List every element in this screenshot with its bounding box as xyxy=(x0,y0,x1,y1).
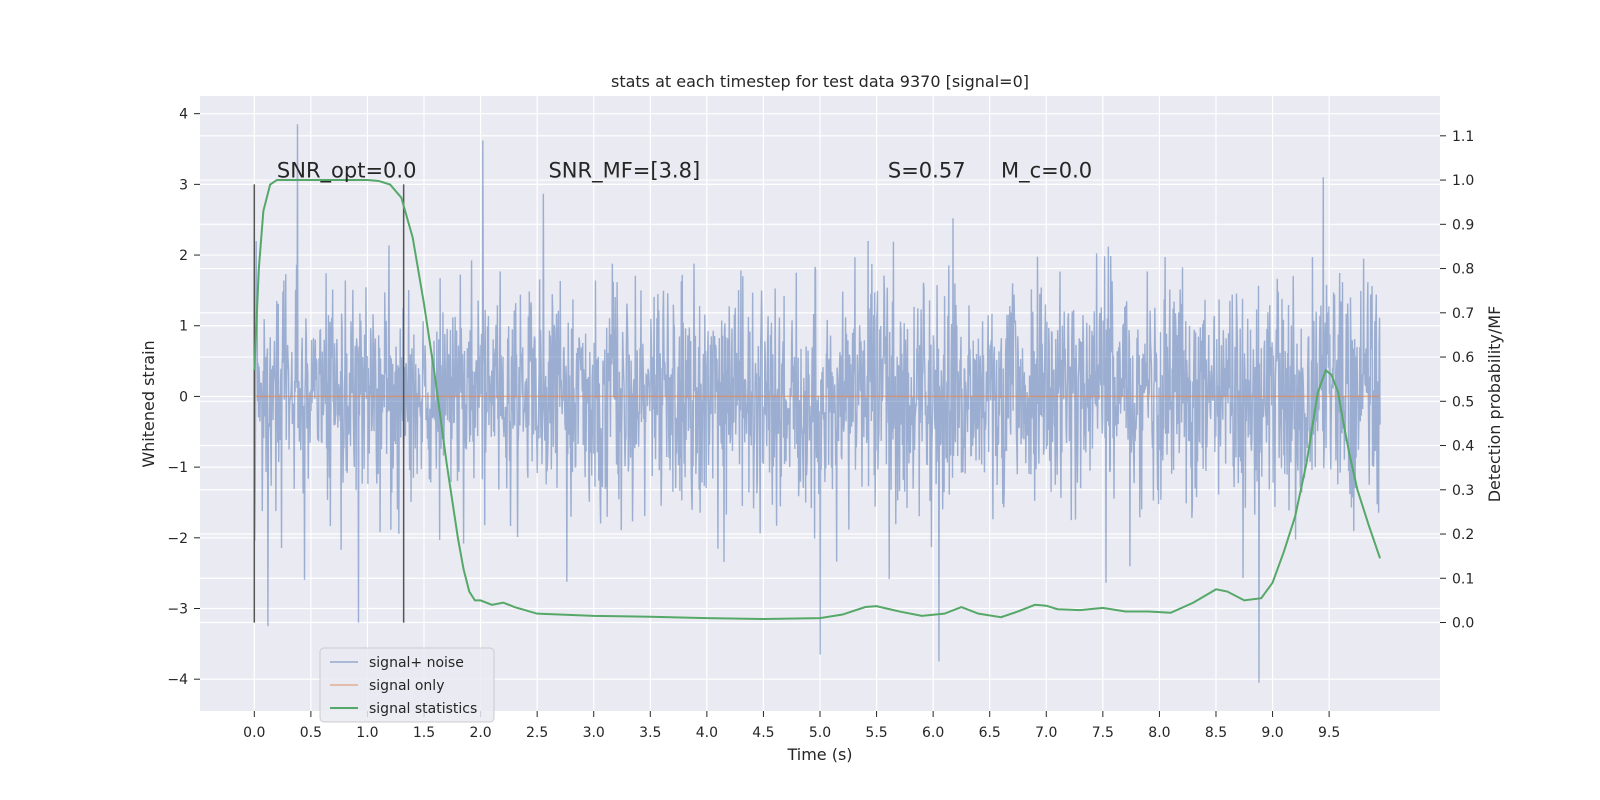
y-tick-label: 3 xyxy=(179,177,188,193)
y-tick-label: −4 xyxy=(167,672,188,688)
y-tick-label: −3 xyxy=(167,602,188,618)
legend-entry-signal-only: signal only xyxy=(369,678,444,694)
annotation-2: S=0.57 xyxy=(888,158,966,182)
x-axis-label: Time (s) xyxy=(786,745,852,764)
legend-entry-signal-statistics: signal statistics xyxy=(369,701,477,717)
y-axis-label-right: Detection probability/MF xyxy=(1485,306,1504,503)
x-tick-label: 6.0 xyxy=(922,725,944,741)
x-tick-label: 2.0 xyxy=(469,725,491,741)
series-signal-statistics xyxy=(253,179,1381,620)
y2-tick-label: 0.9 xyxy=(1452,217,1474,233)
y-axis-label: Whitened strain xyxy=(139,340,158,467)
y2-tick-label: 0.0 xyxy=(1452,616,1474,632)
y2-tick-label: 0.5 xyxy=(1452,394,1474,410)
x-tick-label: 6.5 xyxy=(979,725,1001,741)
x-tick-label: 0.0 xyxy=(243,725,265,741)
x-tick-label: 8.5 xyxy=(1205,725,1227,741)
annotation-1: SNR_MF=[3.8] xyxy=(548,158,700,183)
annotation-3: M_c=0.0 xyxy=(1001,158,1092,183)
y-tick-label: 1 xyxy=(179,319,188,335)
x-tick-label: 5.5 xyxy=(865,725,887,741)
y2-tick-label: 0.2 xyxy=(1452,527,1474,543)
axes: 0.0 0.5 1.0 1.5 2.0 2.5 3.0 3.5 4.0 4.5 5.0 5.5 6.0 6… xyxy=(167,107,1474,741)
legend-entry-signal-noise: signal+ noise xyxy=(369,655,464,671)
series-signal-noise xyxy=(253,124,1381,683)
x-tick-label: 3.0 xyxy=(583,725,605,741)
x-tick-label: 1.0 xyxy=(356,725,378,741)
annotations: SNR_opt=0.0 SNR_MF=[3.8] S=0.57 M_c=0.0 xyxy=(277,158,1092,183)
x-tick-label: 7.0 xyxy=(1035,725,1057,741)
y2-tick-label: 0.6 xyxy=(1452,350,1474,366)
chart-title: stats at each timestep for test data 937… xyxy=(611,72,1029,91)
x-tick-label: 0.5 xyxy=(300,725,322,741)
x-tick-label: 3.5 xyxy=(639,725,661,741)
y-tick-label: −1 xyxy=(167,460,188,476)
y-tick-label: 0 xyxy=(179,389,188,405)
x-tick-label: 8.0 xyxy=(1148,725,1170,741)
y-tick-label: −2 xyxy=(167,531,188,547)
y2-tick-label: 0.1 xyxy=(1452,571,1474,587)
x-tick-label: 4.5 xyxy=(752,725,774,741)
series-layer xyxy=(253,124,1381,683)
y2-tick-label: 1.1 xyxy=(1452,129,1474,145)
y2-tick-label: 0.7 xyxy=(1452,306,1474,322)
x-tick-label: 5.0 xyxy=(809,725,831,741)
y2-tick-label: 0.4 xyxy=(1452,439,1474,455)
legend-box xyxy=(319,647,495,723)
annotation-0: SNR_opt=0.0 xyxy=(277,158,417,183)
x-tick-label: 4.0 xyxy=(696,725,718,741)
y2-tick-label: 1.0 xyxy=(1452,173,1474,189)
x-tick-label: 9.0 xyxy=(1261,725,1283,741)
x-tick-label: 2.5 xyxy=(526,725,548,741)
y-tick-label: 2 xyxy=(179,248,188,264)
legend: signal+ noise signal only signal statist… xyxy=(319,647,495,723)
y-tick-label: 4 xyxy=(179,107,188,123)
x-tick-label: 9.5 xyxy=(1318,725,1340,741)
x-tick-label: 1.5 xyxy=(413,725,435,741)
x-tick-label: 7.5 xyxy=(1092,725,1114,741)
y2-tick-label: 0.3 xyxy=(1452,483,1474,499)
y2-tick-label: 0.8 xyxy=(1452,262,1474,278)
